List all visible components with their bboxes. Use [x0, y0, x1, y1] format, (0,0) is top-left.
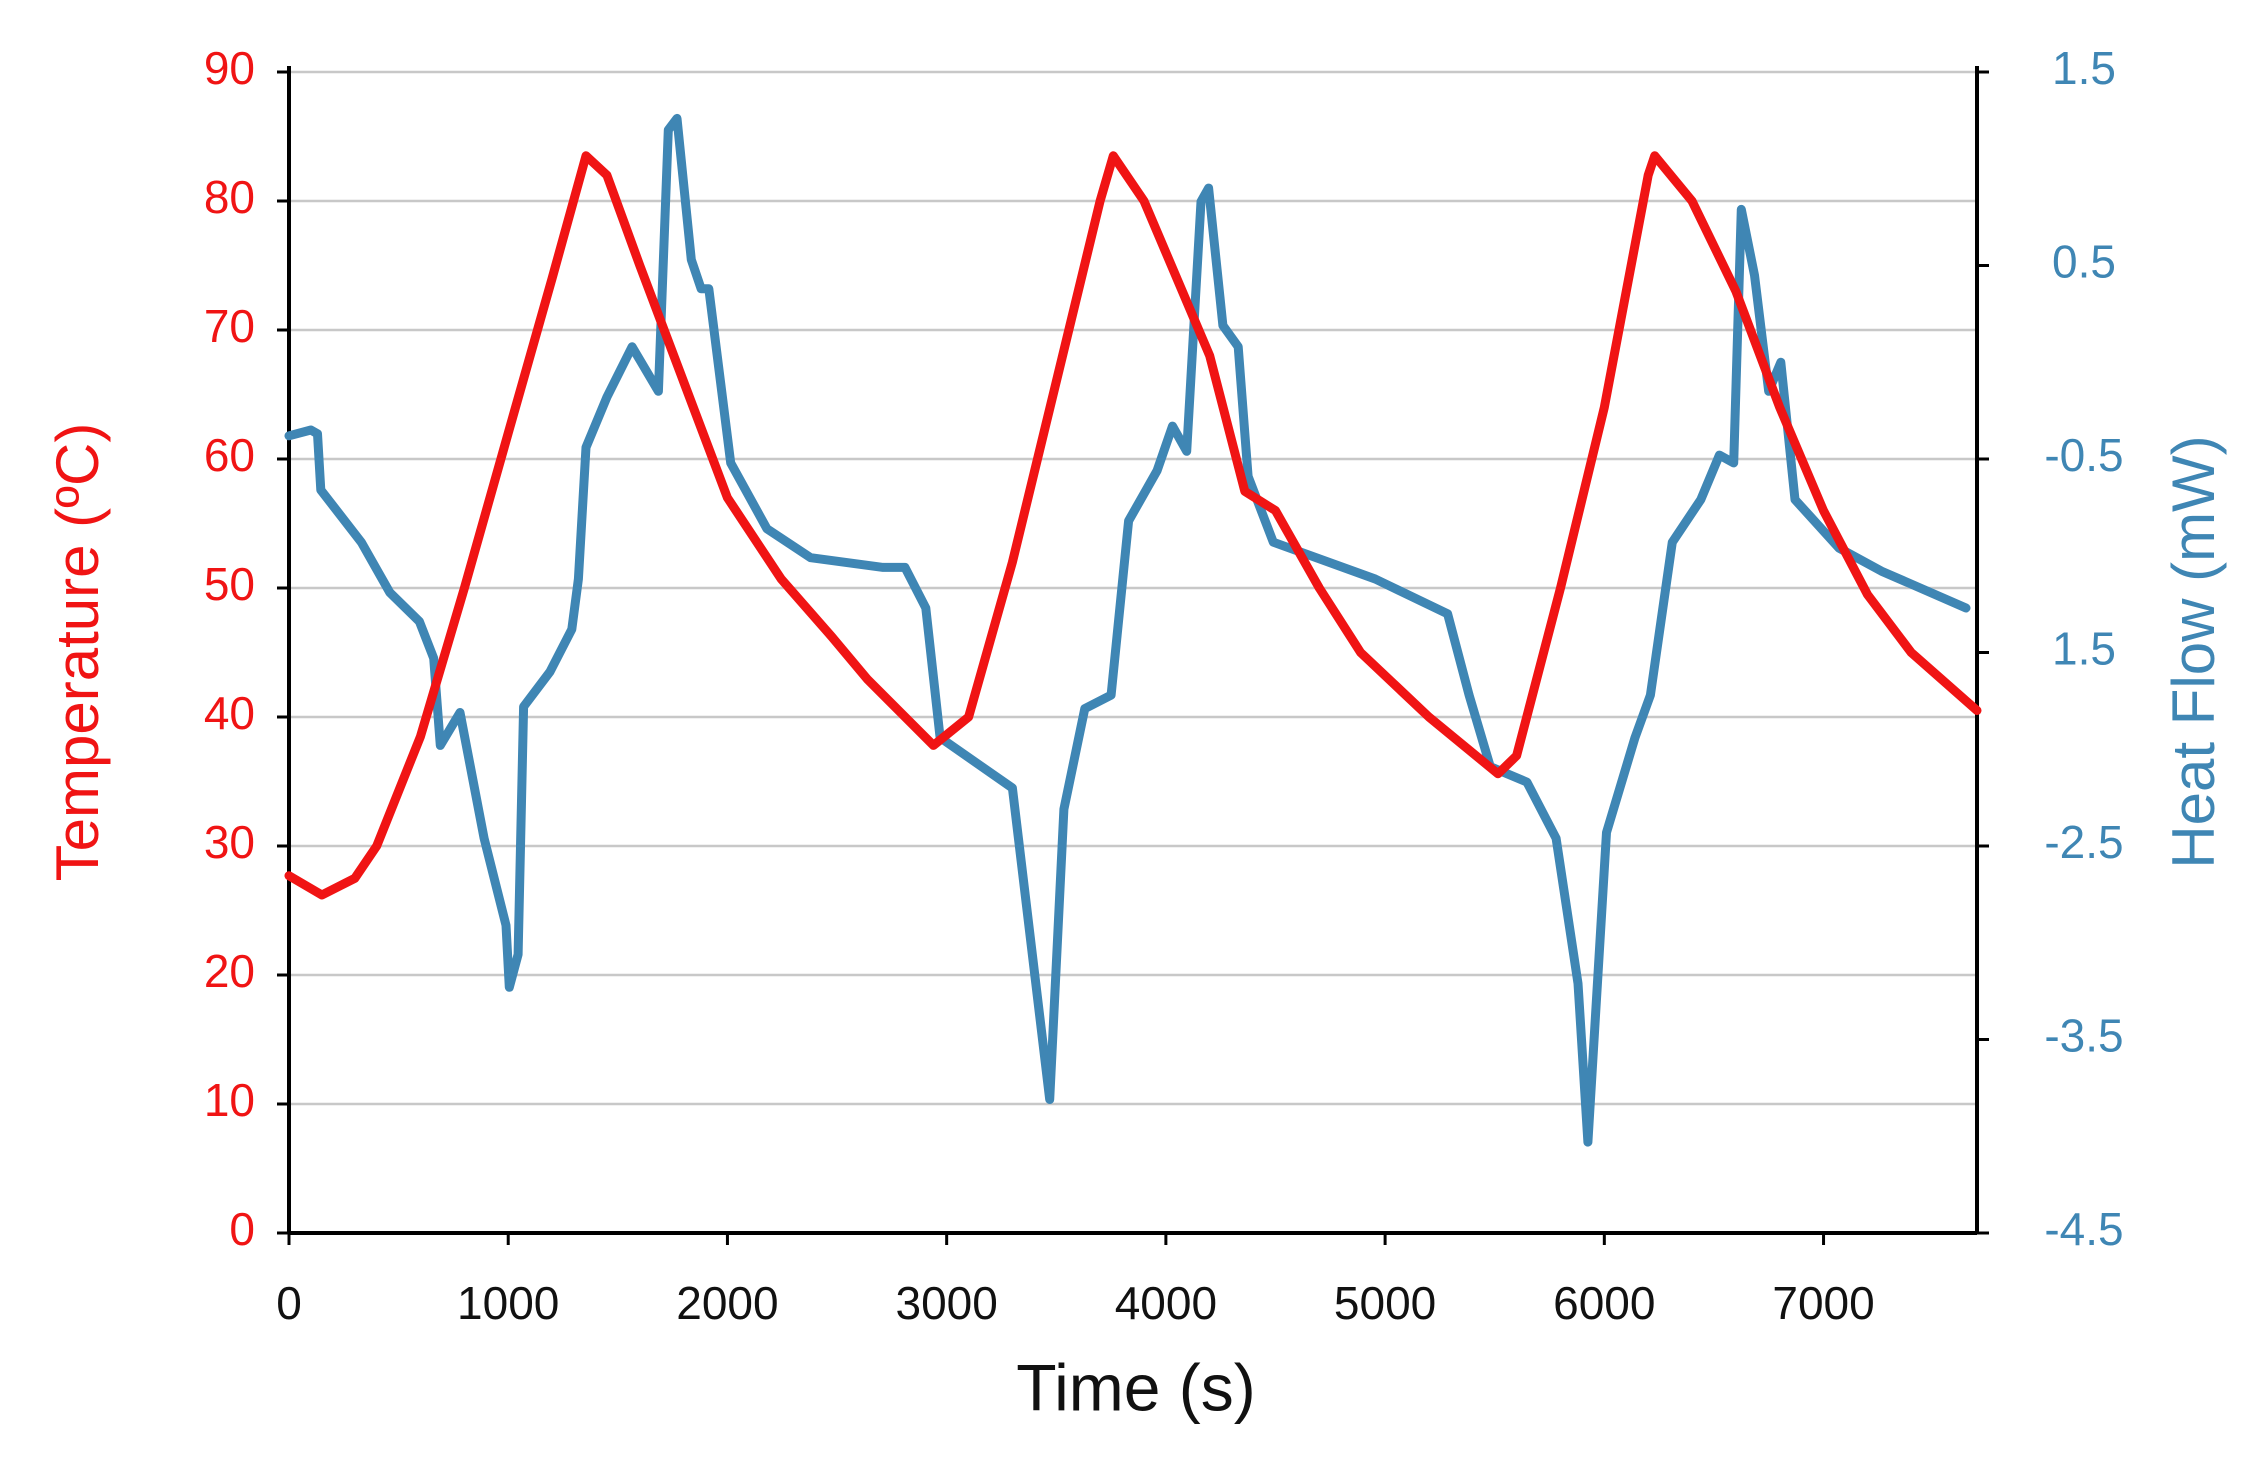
y-tick-label: 20: [204, 945, 255, 997]
y-tick-label: 10: [204, 1074, 255, 1126]
x-tick-label: 7000: [1772, 1277, 1874, 1329]
y-tick-label: 40: [204, 687, 255, 739]
y-tick-label: 80: [204, 171, 255, 223]
y2-tick-label: -0.5: [2044, 429, 2123, 481]
y-tick-label: 0: [229, 1203, 255, 1255]
x-tick-label: 5000: [1334, 1277, 1436, 1329]
data-line: [284, 151, 1982, 900]
y2-tick-label: -3.5: [2044, 1010, 2123, 1062]
y2-axis-title: Heat Flow (mW): [2160, 435, 2227, 868]
y-tick-label: 30: [204, 816, 255, 868]
x-tick-label: 2000: [676, 1277, 778, 1329]
x-axis-title: Time (s): [1016, 1350, 1256, 1424]
x-tick-label: 4000: [1115, 1277, 1217, 1329]
y-tick-label: 70: [204, 300, 255, 352]
x-tick-label: 0: [276, 1277, 302, 1329]
y2-tick-label: 0.5: [2052, 236, 2116, 288]
y2-tick-label: -2.5: [2044, 816, 2123, 868]
y2-tick-label: 1.5: [2052, 623, 2116, 675]
y2-tick-label: 1.5: [2052, 42, 2116, 94]
x-tick-label: 6000: [1553, 1277, 1655, 1329]
y-tick-label: 90: [204, 42, 255, 94]
y-axis-title: Temperature (ºC): [44, 423, 111, 882]
y-tick-label: 50: [204, 558, 255, 610]
y-tick-label: 60: [204, 429, 255, 481]
x-tick-label: 1000: [457, 1277, 559, 1329]
x-tick-label: 3000: [895, 1277, 997, 1329]
y2-tick-label: -4.5: [2044, 1203, 2123, 1255]
data-line: [284, 113, 1971, 1147]
